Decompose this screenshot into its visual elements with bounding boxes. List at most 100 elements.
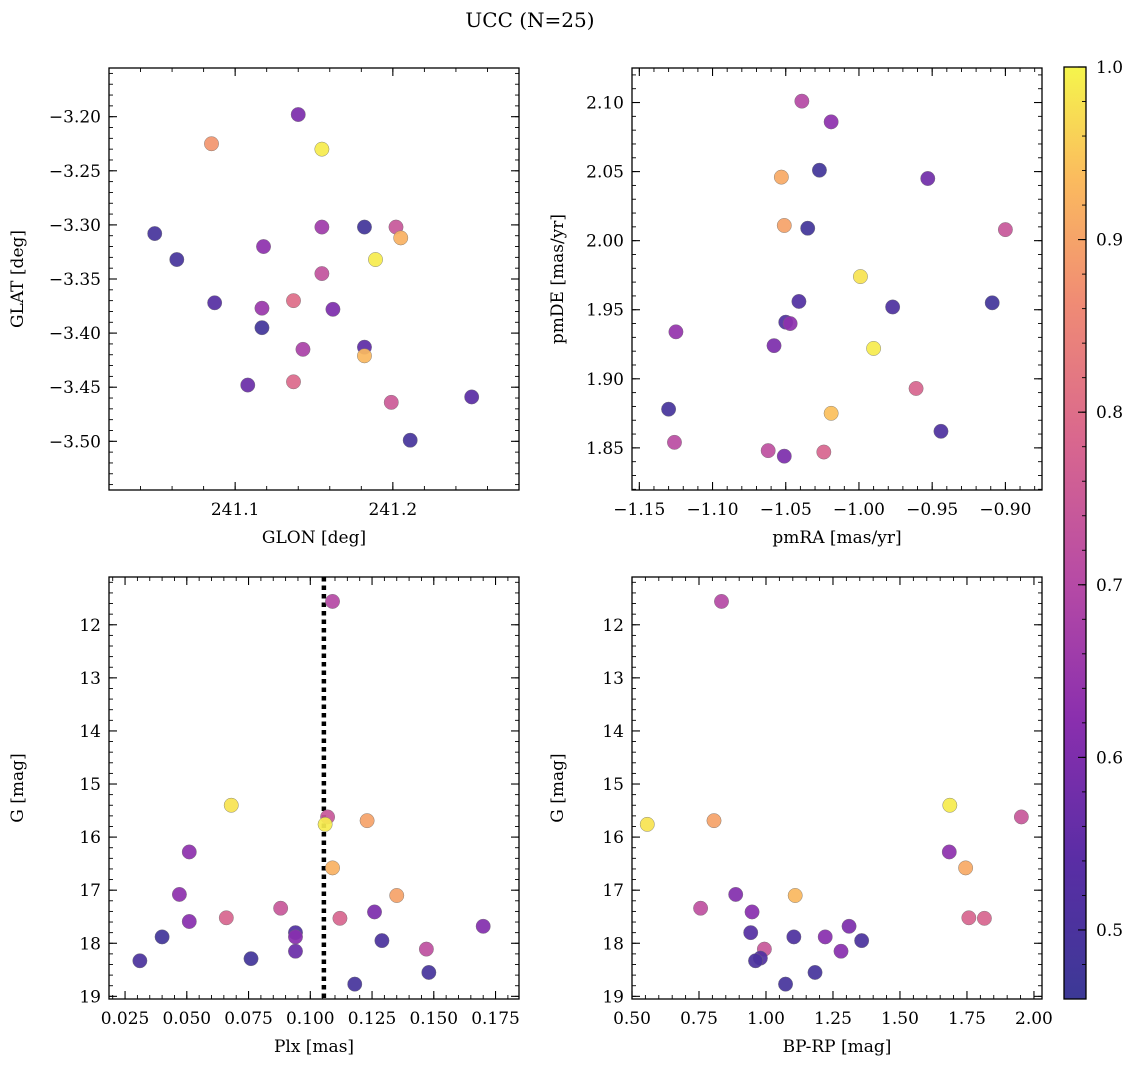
data-point — [254, 300, 270, 316]
data-point — [154, 929, 170, 945]
y-tick-label: 1.90 — [586, 370, 624, 390]
y-tick-label: −3.50 — [49, 432, 101, 452]
data-point — [464, 389, 480, 405]
data-point — [693, 900, 709, 916]
x-tick-label: 1.75 — [948, 1009, 986, 1029]
y-tick-label: 19 — [602, 987, 624, 1007]
data-point — [854, 933, 870, 949]
y-tick-label: 2.00 — [586, 232, 624, 252]
data-point — [920, 171, 936, 186]
y-tick-label: 2.05 — [586, 163, 624, 183]
data-point — [773, 169, 789, 185]
data-point — [782, 316, 798, 331]
y-tick-label: 14 — [602, 722, 624, 742]
data-point — [766, 338, 782, 354]
data-point — [181, 914, 197, 929]
x-axis-label: BP-RP [mag] — [783, 1037, 892, 1057]
y-tick-label: 13 — [79, 669, 101, 689]
x-tick-label: −1.00 — [833, 500, 885, 520]
colorbar-tick-label: 0.8 — [1096, 403, 1123, 423]
data-point — [147, 226, 163, 241]
x-tick-label: 0.175 — [471, 1009, 520, 1029]
data-point — [256, 239, 271, 254]
minor-ticks — [109, 577, 519, 999]
data-point — [853, 269, 868, 284]
x-tick-label: 0.050 — [162, 1009, 211, 1029]
y-tick-label: −3.30 — [49, 216, 101, 236]
data-point — [841, 918, 857, 934]
colorbar-tick-label: 1.0 — [1096, 58, 1123, 78]
data-point — [240, 377, 256, 393]
x-axis-label: GLON [deg] — [262, 528, 366, 548]
data-point — [368, 252, 383, 267]
data-point — [833, 943, 849, 959]
data-point — [728, 887, 744, 902]
minor-ticks — [632, 68, 1042, 490]
data-point — [314, 219, 330, 235]
data-point — [760, 443, 776, 459]
x-axis-label: pmRA [mas/yr] — [772, 528, 901, 548]
x-tick-label: 241.1 — [211, 500, 260, 520]
axes-frame — [631, 67, 1043, 491]
x-tick-label: 1.25 — [814, 1009, 852, 1029]
x-tick-label: 241.2 — [369, 500, 418, 520]
data-point — [661, 401, 677, 417]
data-point — [668, 324, 684, 340]
data-point — [778, 976, 793, 992]
data-point — [1013, 809, 1029, 825]
x-axis-label: Plx [mas] — [274, 1037, 354, 1057]
panel-4: 0.50 0.75 1.00 1.25 1.50 1.75 2.00 12 13 14 15 16 17… — [548, 576, 1053, 1057]
data-point — [743, 925, 759, 941]
data-point — [295, 341, 311, 357]
data-point — [787, 888, 803, 903]
y-tick-label: 12 — [602, 616, 624, 636]
data-point — [958, 860, 974, 876]
data-point — [169, 252, 185, 267]
data-point — [800, 220, 816, 236]
x-tick-label: 1.00 — [747, 1009, 785, 1029]
x-tick-label: −1.05 — [760, 500, 812, 520]
x-tick-label: 0.075 — [224, 1009, 273, 1029]
data-point — [941, 844, 957, 860]
data-point — [204, 136, 219, 152]
data-point — [714, 594, 729, 609]
y-tick-label: 15 — [602, 775, 624, 795]
colorbar-gradient — [1064, 67, 1086, 999]
data-point — [997, 222, 1013, 238]
data-point — [132, 953, 148, 969]
y-tick-label: 12 — [79, 616, 101, 636]
data-point — [317, 816, 333, 832]
y-tick-label: 13 — [602, 669, 624, 689]
x-tick-label: −1.15 — [613, 500, 665, 520]
x-tick-label: 0.150 — [409, 1009, 458, 1029]
data-point — [961, 910, 977, 926]
y-tick-label: −3.25 — [49, 162, 101, 182]
colorbar-tick-label: 0.5 — [1096, 921, 1123, 941]
data-point — [393, 230, 409, 246]
y-tick-label: −3.35 — [49, 270, 101, 290]
y-axis-label: G [mag] — [548, 753, 568, 822]
data-point — [218, 910, 234, 926]
data-point — [288, 943, 303, 959]
colorbar: 0.5 0.6 0.7 0.8 0.9 1.0 — [1063, 58, 1123, 1000]
y-tick-label: 15 — [79, 775, 101, 795]
x-tick-label: 1.50 — [881, 1009, 919, 1029]
data-point — [823, 114, 839, 130]
y-tick-label: 16 — [79, 828, 101, 848]
x-tick-label: −0.95 — [906, 500, 958, 520]
data-point — [325, 301, 341, 317]
y-tick-label: 14 — [79, 722, 101, 742]
y-tick-label: −3.20 — [49, 108, 101, 128]
data-point — [181, 844, 197, 860]
y-axis-label: pmDE [mas/yr] — [548, 214, 568, 344]
y-tick-label: 1.95 — [586, 301, 624, 321]
data-point — [421, 965, 437, 980]
y-axis-label: G [mag] — [8, 753, 28, 822]
data-point — [475, 918, 491, 934]
panel-2: −1.15 −1.10 −1.05 −1.00 −0.95 −0.90 1.85 1.90 1.… — [548, 67, 1043, 548]
data-point — [286, 374, 301, 390]
data-point — [418, 941, 434, 957]
x-tick-label: 0.100 — [286, 1009, 335, 1029]
data-point — [817, 929, 833, 945]
y-tick-label: 17 — [79, 881, 101, 901]
